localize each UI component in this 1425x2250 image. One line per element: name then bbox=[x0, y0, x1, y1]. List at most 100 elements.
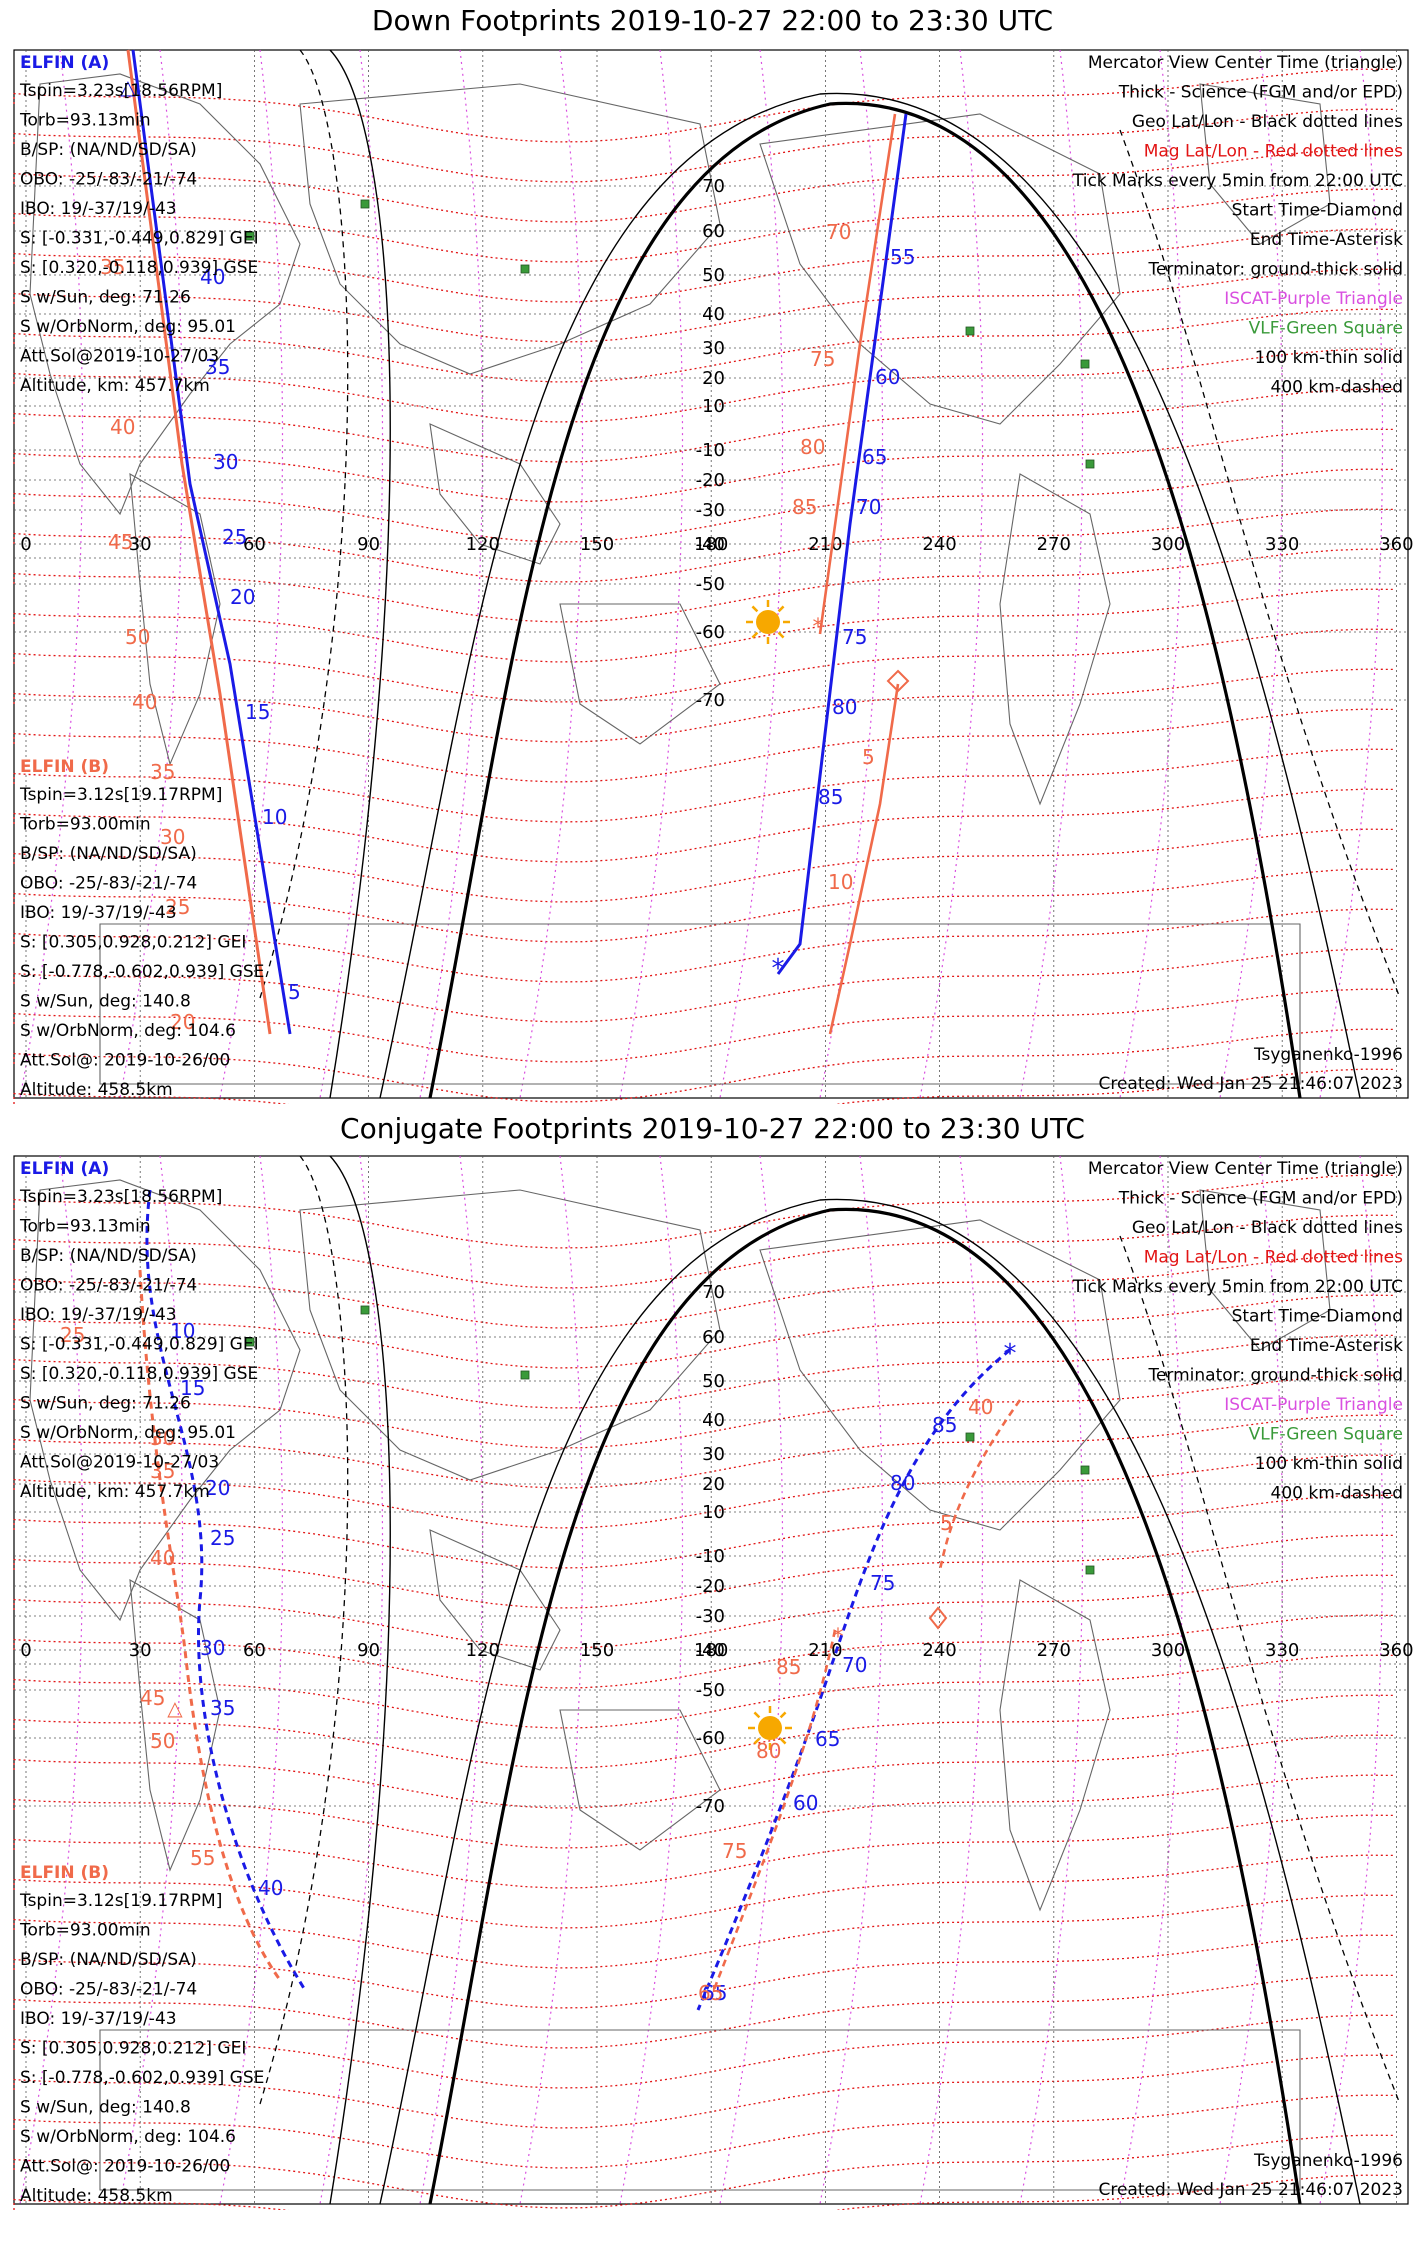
elfin-a-track-label: 65 bbox=[862, 445, 887, 469]
legend-line: VLF-Green Square bbox=[1249, 1425, 1403, 1445]
vlf-station-marker bbox=[965, 1432, 975, 1442]
mag-lat-line bbox=[13, 548, 1395, 623]
lon-tick-label: 330 bbox=[1265, 1640, 1299, 1661]
map-conjugate-footprints: 0 30 60 90 120 150 180 210 240 270 300 330 360 70 60 50… bbox=[13, 1155, 1414, 2210]
vlf-station-marker bbox=[1080, 1465, 1090, 1475]
center-time-triangle: △ bbox=[167, 1696, 183, 1720]
legend-line: Terminator: ground-thick solid bbox=[1147, 260, 1403, 280]
elfin-a-info-line: Altitude, km: 457.7km bbox=[20, 376, 210, 396]
elfin-a-track-label: 85 bbox=[932, 1413, 957, 1437]
elfin-b-info-line: S: [-0.778,-0.602,0.939] GSE bbox=[20, 962, 264, 982]
mag-lat-line bbox=[13, 2054, 1395, 2129]
lon-tick-label: 0 bbox=[20, 1640, 31, 1661]
elfin-a-info-line: S: [0.320,-0.118,0.939] GSE bbox=[20, 258, 258, 278]
mag-lon-line bbox=[319, 49, 384, 1099]
elfin-a-track-label: 20 bbox=[230, 585, 255, 609]
terminator-100km-thin bbox=[379, 92, 1361, 1099]
mag-lat-line bbox=[13, 268, 1395, 343]
terminator-400km-dashed bbox=[259, 49, 349, 999]
sun-icon bbox=[746, 600, 790, 644]
elfin-b-track-label: 65 bbox=[698, 1981, 723, 2005]
elfin-a-info-line: Att.Sol@2019-10-27/03 bbox=[20, 1453, 219, 1473]
mag-lon-line bbox=[719, 49, 784, 1099]
vlf-station-marker bbox=[360, 199, 370, 209]
elfin-a-track-label: 40 bbox=[200, 265, 225, 289]
mag-lat-line bbox=[13, 2134, 1395, 2209]
lat-tick-label: 30 bbox=[702, 338, 725, 359]
lon-tick-label: 150 bbox=[580, 534, 614, 555]
elfin-b-track-west bbox=[126, 49, 272, 1035]
elfin-b-track-label: 10 bbox=[828, 870, 853, 894]
elfin-b-info-line: Torb=93.00min bbox=[19, 1921, 151, 1941]
mag-lat-line bbox=[13, 1174, 1395, 1249]
legend-line: Geo Lat/Lon - Black dotted lines bbox=[1132, 112, 1403, 132]
elfin-a-track-label: 80 bbox=[832, 695, 857, 719]
mag-lat-line bbox=[13, 388, 1395, 463]
continent-outline bbox=[999, 1579, 1111, 1912]
elfin-b-track-label: 25 bbox=[60, 1323, 85, 1347]
lat-tick-label: 20 bbox=[702, 1474, 725, 1495]
elfin-b-track-east-1 bbox=[818, 113, 897, 635]
elfin-b-track-east-2 bbox=[828, 683, 900, 1035]
continent-outline bbox=[559, 1709, 721, 1851]
elfin-a-track-label: 65 bbox=[815, 1727, 840, 1751]
lat-tick-label: 60 bbox=[702, 1327, 725, 1348]
elfin-a-info-line: S w/Sun, deg: 71.26 bbox=[20, 1394, 191, 1414]
elfin-a-info-line: Torb=93.13min bbox=[19, 1217, 151, 1237]
elfin-b-info-line: B/SP: (NA/ND/SD/SA) bbox=[20, 844, 197, 864]
continent-outline bbox=[759, 113, 1121, 425]
mag-lat-line bbox=[13, 708, 1395, 783]
mag-lon-line bbox=[1019, 1155, 1084, 2205]
lat-tick-label: -40 bbox=[696, 1640, 725, 1661]
continent-outline bbox=[1199, 83, 1331, 245]
terminator-400km-dashed-east bbox=[1119, 129, 1401, 999]
lon-tick-label: 300 bbox=[1151, 534, 1185, 555]
mag-lon-line bbox=[619, 49, 684, 1099]
lon-tick-label: 60 bbox=[243, 534, 266, 555]
elfin-a-info-line: S w/OrbNorm, deg: 95.01 bbox=[20, 1423, 236, 1443]
sun-ray bbox=[751, 631, 759, 639]
elfin-a-track-label: 5 bbox=[288, 980, 301, 1004]
lon-tick-label: 240 bbox=[922, 1640, 956, 1661]
mag-lat-line bbox=[13, 2094, 1395, 2169]
mag-lat-line bbox=[13, 1934, 1395, 2009]
mag-lat-line bbox=[13, 468, 1395, 543]
vlf-station-marker bbox=[965, 326, 975, 336]
map-down-footprints: 0 30 60 90 120 150 180 210 240 270 300 330 360 70 60 50… bbox=[13, 49, 1414, 1104]
start-time-diamond bbox=[928, 1606, 948, 1630]
lat-tick-label: 60 bbox=[702, 221, 725, 242]
mag-lat-line bbox=[13, 1974, 1395, 2049]
elfin-b-info-line: IBO: 19/-37/19/-43 bbox=[20, 2009, 177, 2029]
elfin-a-info-line: Tspin=3.23s[18.56RPM] bbox=[19, 81, 222, 101]
mag-lat-line bbox=[13, 428, 1395, 503]
legend-line: 400 km-dashed bbox=[1271, 1484, 1403, 1504]
continent-outline bbox=[1199, 1189, 1331, 1351]
elfin-b-track-label: 85 bbox=[776, 1655, 801, 1679]
mag-lat-line bbox=[13, 948, 1395, 1023]
elfin-a-track-label: 30 bbox=[200, 1636, 225, 1660]
end-time-asterisk: * bbox=[772, 954, 785, 984]
mag-lat-line bbox=[13, 868, 1395, 943]
mag-lon-line bbox=[319, 1155, 384, 2205]
lat-tick-label: -50 bbox=[696, 1680, 725, 1701]
legend-line: 100 km-thin solid bbox=[1255, 1454, 1403, 1474]
lon-tick-label: 270 bbox=[1037, 1640, 1071, 1661]
mag-lat-line bbox=[13, 1254, 1395, 1329]
vlf-station-marker bbox=[245, 231, 255, 241]
panel-title-conjugate: Conjugate Footprints 2019-10-27 22:00 to… bbox=[340, 1112, 1085, 1145]
continent-outline bbox=[999, 473, 1111, 806]
panel-title-down: Down Footprints 2019-10-27 22:00 to 23:3… bbox=[371, 4, 1054, 37]
legend-line: ISCAT-Purple Triangle bbox=[1224, 1395, 1403, 1415]
elfin-b-track-label: 45 bbox=[140, 1686, 165, 1710]
sun-ray bbox=[751, 605, 759, 613]
continent-outline bbox=[29, 1179, 301, 1622]
sun-ray bbox=[753, 1737, 761, 1745]
lat-tick-label: 40 bbox=[702, 304, 725, 325]
end-time-asterisk: * bbox=[813, 615, 824, 640]
elfin-a-info-line: Tspin=3.23s[18.56RPM] bbox=[19, 1187, 222, 1207]
legend-line: Start Time-Diamond bbox=[1232, 1307, 1403, 1327]
mag-lat-line bbox=[13, 908, 1395, 983]
lat-tick-label: -40 bbox=[696, 534, 725, 555]
continent-outline bbox=[99, 923, 1301, 1085]
mag-lon-line bbox=[819, 49, 884, 1099]
